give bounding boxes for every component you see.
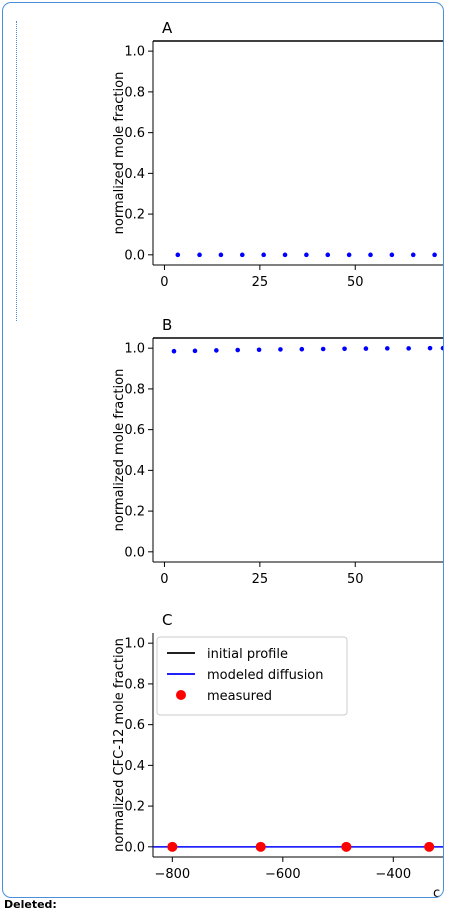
legend-label-0: initial profile <box>207 647 288 662</box>
panel-a-data-point <box>175 252 181 258</box>
panel-c-measured-point <box>341 841 352 852</box>
deleted-label: Deleted: <box>4 898 57 911</box>
legend-label-1: modeled diffusion <box>207 668 324 683</box>
panel-c-measured-point <box>167 841 178 852</box>
legend-box <box>156 636 348 716</box>
legend-label-2: measured <box>207 689 272 704</box>
panel-a-x-tick-label: 25 <box>252 275 269 290</box>
panel-b-y-label: normalized mole fraction <box>112 369 127 532</box>
panel-a-y-tick-label: 0.4 <box>124 167 145 182</box>
panel-b-x-tick-label: 50 <box>347 572 364 587</box>
panel-b-y-tick-label: 0.0 <box>124 545 145 560</box>
panel-b-y-tick-label: 0.6 <box>124 423 145 438</box>
panel-a-data-point <box>239 252 245 258</box>
panel-c-x-tick-label: −800 <box>154 867 190 882</box>
panel-b-data-point <box>256 347 262 353</box>
panel-c-label: C <box>162 611 172 629</box>
panel-a-x-tick-label: 0 <box>160 275 168 290</box>
panel-a-data-point <box>368 252 373 258</box>
panel-c-y-tick-label: 0.8 <box>124 677 145 692</box>
panel-a-data-point <box>261 252 266 258</box>
panel-a-data-point <box>389 252 395 258</box>
panel-a-y-label: normalized mole fraction <box>112 72 127 235</box>
panel-a-y-tick-label: 0.2 <box>124 208 145 223</box>
panel-c-x-label-partial: c <box>433 886 440 897</box>
panel-b-data-point <box>406 346 411 351</box>
panel-b-data-point <box>342 346 347 352</box>
panel-a-y-tick-label: 1.0 <box>124 45 145 60</box>
panel-b-x-tick-label: 0 <box>160 572 168 587</box>
panel-c-measured-point <box>424 841 435 852</box>
panel-b-data-point <box>320 346 326 352</box>
panel-b-data-point <box>299 346 305 352</box>
panel-b-data-point <box>440 345 443 351</box>
panel-b-y-tick-label: 0.8 <box>124 382 145 397</box>
panel-c-y-tick-label: 1.0 <box>124 637 145 652</box>
panel-b-data-point <box>171 348 177 354</box>
panel-c-y-tick-label: 0.0 <box>124 840 145 855</box>
legend-swatch-2 <box>176 690 186 700</box>
panel-a-data-point <box>432 252 437 258</box>
dotted-connector-line <box>16 21 18 321</box>
panel-b-data-point <box>192 348 198 354</box>
panel-c-y-tick-label: 0.4 <box>124 759 145 774</box>
panel-a-y-tick-label: 0.8 <box>124 85 145 100</box>
panel-a-data-point <box>282 252 288 258</box>
panel-c-x-tick-label: −600 <box>265 867 301 882</box>
panel-c-x-tick-label: −400 <box>375 867 411 882</box>
panel-a-label: A <box>162 19 173 37</box>
panel-b-data-point <box>384 346 390 351</box>
panel-a-data-point <box>218 252 224 258</box>
panel-b-data-point <box>363 346 369 351</box>
panel-a-y-tick-label: 0.6 <box>124 126 145 141</box>
panel-a-data-point <box>325 252 331 258</box>
panel-a-x-tick-label: 50 <box>347 275 364 290</box>
panel-c-measured-point <box>255 841 266 852</box>
panel-c-y-label: normalized CFC-12 mole fraction <box>112 638 127 852</box>
panel-b-data-point <box>235 347 241 353</box>
panel-b-data-point <box>427 345 433 351</box>
panel-b-data-point <box>214 348 219 353</box>
panel-a-data-point <box>410 252 416 258</box>
panel-a-data-point <box>304 252 309 258</box>
panel-b-data-point <box>278 347 283 352</box>
panel-b-y-tick-label: 0.4 <box>124 464 145 479</box>
panel-c-y-tick-label: 0.2 <box>124 800 145 815</box>
panel-a-y-tick-label: 0.0 <box>124 248 145 263</box>
panel-b-y-tick-label: 1.0 <box>124 342 145 357</box>
figure-charts: A 0.0 0.2 0.4 0.6 0.8 1.0 0 25 50 normalized mole … <box>112 19 443 897</box>
panel-a-data-point <box>346 252 352 258</box>
panel-b-y-tick-label: 0.2 <box>124 505 145 520</box>
panel-a-data-point <box>197 252 202 258</box>
panel-b-x-tick-label: 25 <box>252 572 269 587</box>
figure-frame: A 0.0 0.2 0.4 0.6 0.8 1.0 0 25 50 normalized mole … <box>2 2 444 898</box>
panel-b-label: B <box>162 316 172 334</box>
panel-c-y-tick-label: 0.6 <box>124 718 145 733</box>
